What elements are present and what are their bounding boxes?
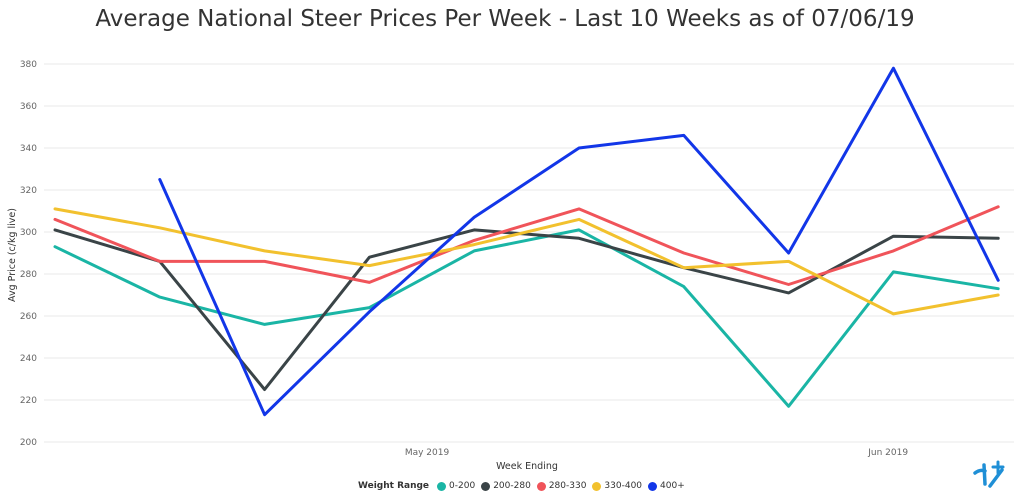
legend-item: 280-330	[536, 481, 587, 491]
legend-label: 330-400	[604, 481, 643, 491]
y-tick-label: 220	[20, 396, 37, 406]
y-tick-label: 260	[20, 312, 37, 322]
y-tick-label: 300	[20, 228, 37, 238]
legend-label: 0-200	[449, 481, 476, 491]
y-tick-label: 240	[20, 354, 37, 364]
tick-plus-logo-icon	[973, 460, 1005, 488]
y-axis-title: Avg Price (c/kg live)	[7, 208, 18, 302]
x-axis-title: Week Ending	[496, 461, 558, 472]
legend-marker	[592, 481, 602, 491]
series-line-200-280	[53, 228, 1000, 391]
legend: Weight Range 0-200 200-280 280-330 330-400 4…	[358, 481, 685, 491]
legend-item: 330-400	[592, 481, 642, 491]
y-tick-label: 340	[20, 144, 37, 154]
series-lines	[53, 66, 1000, 417]
legend-marker	[536, 481, 546, 491]
y-tick-label: 200	[20, 438, 37, 448]
series-line-400plus	[158, 66, 1000, 417]
x-tick-label: Jun 2019	[867, 448, 908, 458]
series-line-0-200	[53, 228, 1000, 408]
legend-item: 400+	[648, 481, 685, 491]
series-line-280-330	[53, 205, 1000, 286]
x-tick-label: May 2019	[405, 448, 450, 458]
legend-item: 200-280	[481, 481, 531, 491]
y-tick-label: 320	[20, 186, 37, 196]
legend-label: 400+	[660, 481, 685, 491]
legend-title: Weight Range	[358, 481, 430, 491]
series-line-330-400	[53, 207, 1000, 316]
y-tick-label: 360	[20, 102, 37, 112]
legend-marker	[481, 481, 491, 491]
gridlines	[44, 63, 1014, 443]
legend-items: 0-200 200-280 280-330 330-400 400+	[437, 481, 685, 491]
legend-marker	[648, 481, 658, 491]
y-axis-ticks: 200 220 240 260 280 300 320 340 360 380	[20, 60, 37, 448]
legend-label: 280-330	[548, 481, 587, 491]
x-axis-ticks: May 2019 Jun 2019	[405, 448, 908, 458]
y-tick-label: 280	[20, 270, 37, 280]
legend-marker	[437, 481, 447, 491]
y-tick-label: 380	[20, 60, 37, 70]
legend-item: 0-200	[437, 481, 475, 491]
chart-title: Average National Steer Prices Per Week -…	[95, 6, 915, 32]
legend-label: 200-280	[493, 481, 531, 491]
